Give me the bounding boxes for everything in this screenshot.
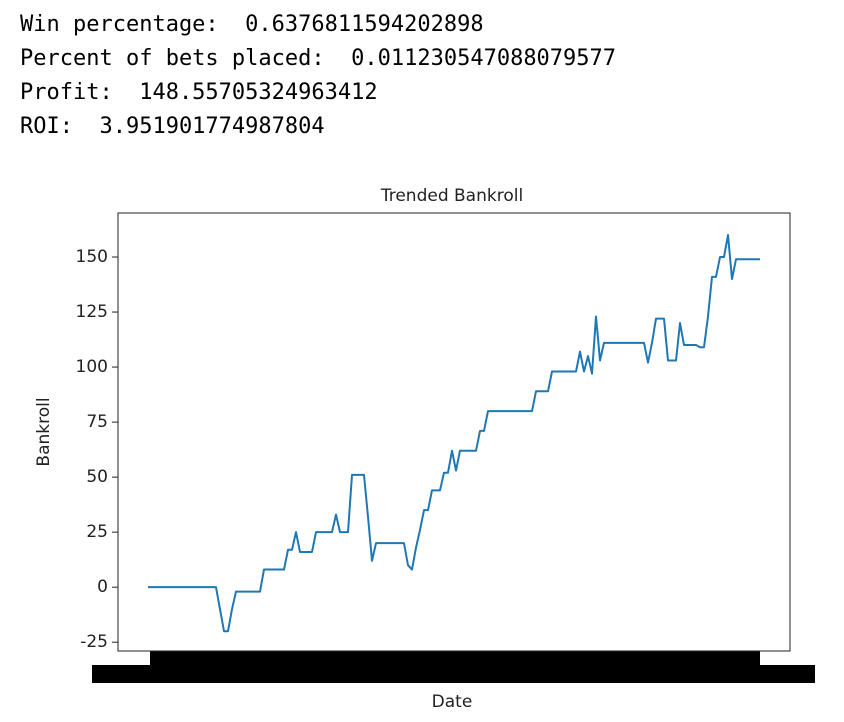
y-tick-label: 125 <box>76 302 108 322</box>
x-axis-label: Date <box>432 692 473 712</box>
chart-title: Trended Bankroll <box>380 186 523 206</box>
y-tick-label: 150 <box>76 247 108 267</box>
y-tick-label: 75 <box>86 412 108 432</box>
y-tick-label: -25 <box>80 632 108 652</box>
x-tick-labels-overlap <box>92 665 815 683</box>
y-tick-label: 0 <box>97 577 108 597</box>
y-axis-label: Bankroll <box>34 397 54 466</box>
y-tick-label: 100 <box>76 357 108 377</box>
data-line <box>148 234 760 633</box>
output-line: ROI: 3.951901774987804 <box>20 114 325 139</box>
plot-frame <box>117 212 791 652</box>
x-tick-labels-overlap <box>150 651 760 665</box>
output-line: Percent of bets placed: 0.01123054708807… <box>20 46 617 71</box>
cell-output: Win percentage: 0.6376811594202898 Perce… <box>20 8 616 144</box>
output-line: Win percentage: 0.6376811594202898 <box>20 12 484 37</box>
y-tick-label: 50 <box>86 467 108 487</box>
y-tick-label: 25 <box>86 522 108 542</box>
output-line: Profit: 148.55705324963412 <box>20 80 378 105</box>
